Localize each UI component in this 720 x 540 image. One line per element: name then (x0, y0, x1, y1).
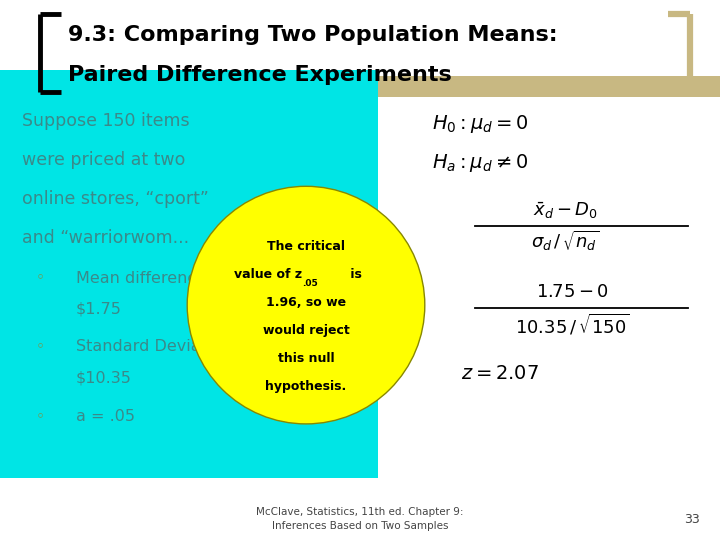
Text: $H_a : \mu_d \neq 0$: $H_a : \mu_d \neq 0$ (432, 152, 528, 174)
Text: $\bar{x}_d - D_0$: $\bar{x}_d - D_0$ (533, 200, 598, 221)
Text: value of z: value of z (234, 268, 302, 281)
Text: Paired Difference Experiments: Paired Difference Experiments (68, 64, 452, 85)
Text: $\sigma_d\,/\,\sqrt{n_d}$: $\sigma_d\,/\,\sqrt{n_d}$ (531, 230, 600, 253)
Text: Mean differenc...: Mean differenc... (76, 271, 211, 286)
Text: hypothesis.: hypothesis. (266, 380, 346, 393)
Text: would reject: would reject (263, 324, 349, 337)
Text: $z = 2.07$: $z = 2.07$ (461, 364, 539, 383)
Text: and “warriorwom...: and “warriorwom... (22, 229, 189, 247)
Text: 1.96, so we: 1.96, so we (266, 296, 346, 309)
FancyBboxPatch shape (0, 70, 378, 478)
FancyBboxPatch shape (0, 76, 720, 97)
Text: this null: this null (278, 352, 334, 365)
Text: online stores, “cport”: online stores, “cport” (22, 190, 209, 208)
Text: ◦: ◦ (36, 339, 45, 354)
Text: ◦: ◦ (36, 409, 45, 424)
Ellipse shape (187, 186, 425, 424)
Text: McClave, Statistics, 11th ed. Chapter 9:
Inferences Based on Two Samples: McClave, Statistics, 11th ed. Chapter 9:… (256, 508, 464, 531)
Text: $H_0 : \mu_d = 0$: $H_0 : \mu_d = 0$ (432, 113, 528, 135)
Text: a = .05: a = .05 (76, 409, 135, 424)
Text: $1.75: $1.75 (76, 301, 122, 316)
Text: were priced at two: were priced at two (22, 151, 185, 170)
Text: Suppose 150 items: Suppose 150 items (22, 112, 189, 131)
Text: Standard Devia...: Standard Devia... (76, 339, 215, 354)
Text: $10.35\,/\,\sqrt{150}$: $10.35\,/\,\sqrt{150}$ (515, 313, 630, 338)
Text: 33: 33 (684, 513, 700, 526)
Text: is: is (346, 268, 361, 281)
Text: $10.35: $10.35 (76, 370, 132, 386)
Text: The critical: The critical (267, 240, 345, 253)
Text: $1.75 - 0$: $1.75 - 0$ (536, 282, 609, 301)
Text: ◦: ◦ (36, 271, 45, 286)
Text: 9.3: Comparing Two Population Means:: 9.3: Comparing Two Population Means: (68, 25, 558, 45)
Text: .05: .05 (302, 279, 318, 288)
